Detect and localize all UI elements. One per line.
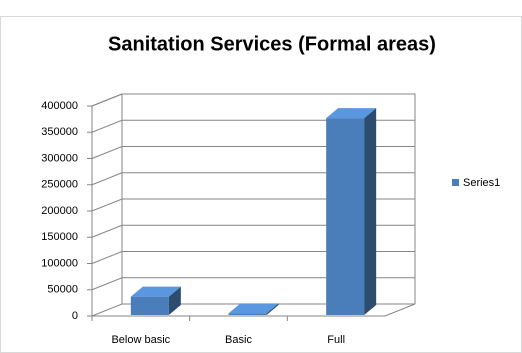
bar xyxy=(130,286,181,315)
x-tick-label: Full xyxy=(327,334,345,346)
chart-border xyxy=(0,16,522,353)
grid-line xyxy=(91,93,415,107)
bar xyxy=(228,303,279,315)
grid-line xyxy=(91,251,415,264)
y-tick-label: 100000 xyxy=(41,257,78,269)
bar-side xyxy=(266,303,279,315)
grid-line xyxy=(91,277,415,291)
bar-front xyxy=(228,313,267,315)
legend-swatch xyxy=(452,179,459,186)
y-tick-label: 250000 xyxy=(41,179,78,191)
y-tick-label: 400000 xyxy=(41,100,78,112)
bar-front xyxy=(326,118,365,315)
x-tick-label: Below basic xyxy=(111,334,170,346)
bar-top xyxy=(130,286,181,297)
y-tick-label: 200000 xyxy=(41,205,78,217)
chart-title: Sanitation Services (Formal areas) xyxy=(108,33,436,55)
y-tick-label: 150000 xyxy=(41,231,78,243)
grid-line xyxy=(91,224,415,238)
bar-front xyxy=(130,296,169,315)
grid-line xyxy=(91,146,415,159)
bar-top xyxy=(228,303,279,314)
grid-line xyxy=(91,303,415,317)
x-tick-label: Basic xyxy=(225,334,252,346)
bar-side xyxy=(364,108,377,315)
bar-top xyxy=(326,108,377,119)
grid-line xyxy=(91,172,415,186)
bar-side xyxy=(168,286,181,315)
grid-line xyxy=(91,119,415,133)
y-tick-label: 0 xyxy=(72,310,78,322)
legend-label: Series1 xyxy=(463,177,500,189)
y-tick-label: 300000 xyxy=(41,152,78,164)
grid-line xyxy=(91,198,415,212)
y-tick-label: 50000 xyxy=(47,284,78,296)
y-tick-label: 350000 xyxy=(41,126,78,138)
bar xyxy=(326,108,377,315)
